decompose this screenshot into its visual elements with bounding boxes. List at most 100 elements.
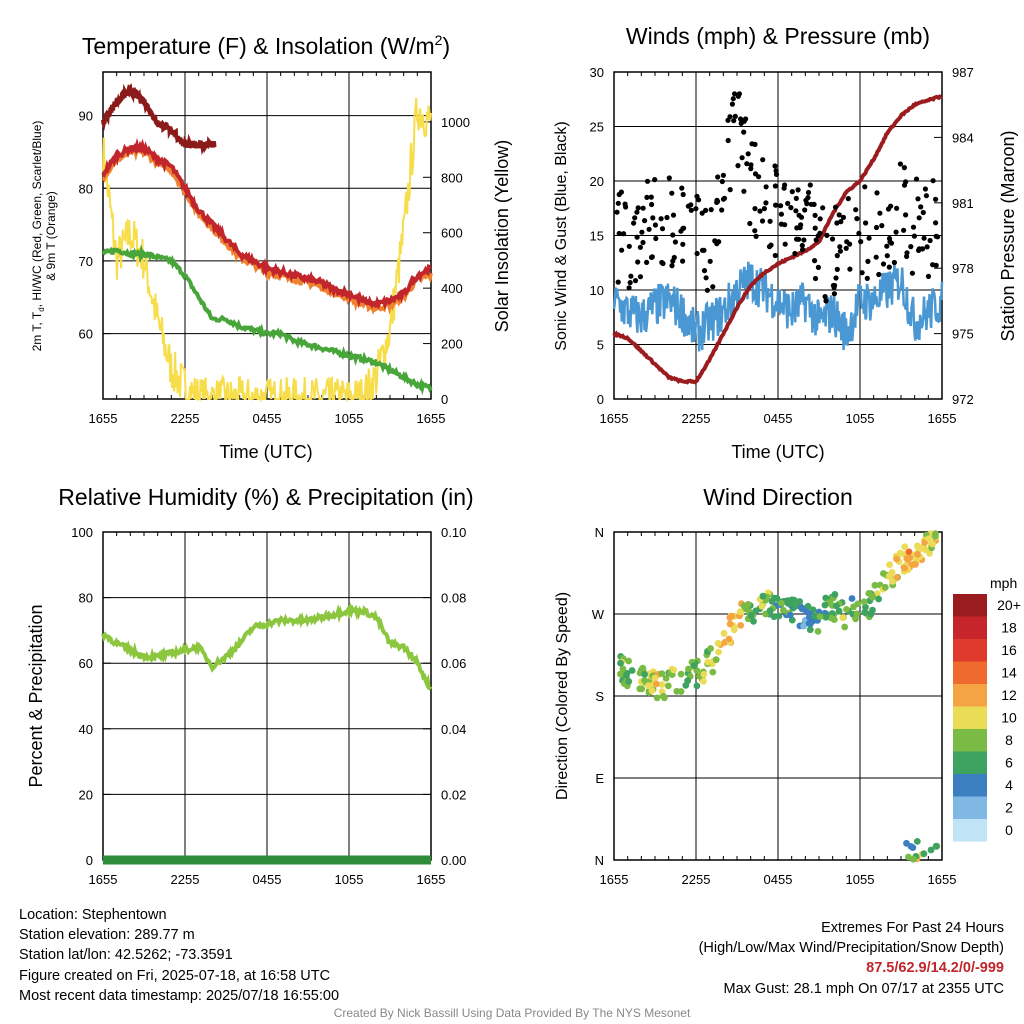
gust-point <box>854 216 860 222</box>
gust-point <box>805 195 811 201</box>
gust-point <box>730 96 736 102</box>
direction-point <box>791 603 799 610</box>
direction-point <box>796 598 803 605</box>
gust-point <box>652 177 658 183</box>
gust-point <box>679 185 685 191</box>
gust-point <box>719 178 725 185</box>
legend-label: 2 <box>1005 800 1013 816</box>
extremes-values: 87.5/62.9/14.2/0/-999 <box>866 960 1004 977</box>
extremes-title: Extremes For Past 24 Hours <box>821 920 1004 936</box>
dir-ytick-label: E <box>595 771 604 786</box>
gust-point <box>909 270 916 276</box>
wind-xtick-label: 1655 <box>600 411 629 426</box>
gust-point <box>712 238 718 244</box>
wind-xlabel: Time (UTC) <box>731 442 824 462</box>
direction-point <box>625 678 633 685</box>
dir-ytick-label: N <box>595 853 604 868</box>
gust-point <box>832 204 839 210</box>
wind-xtick-label: 1655 <box>928 411 957 426</box>
gust-point <box>911 233 918 239</box>
temp-ytick-label: 80 <box>79 181 93 196</box>
rh-ytick-label: 0 <box>86 853 93 868</box>
direction-point <box>901 543 909 551</box>
direction-point <box>786 611 794 619</box>
gust-point <box>886 235 893 242</box>
gust-point <box>927 237 933 244</box>
gust-point <box>708 207 714 213</box>
gust-point <box>916 215 922 221</box>
gust-point <box>823 298 829 304</box>
dir-ylabel-left: Direction (Colored By Speed) <box>554 592 571 800</box>
legend-swatch <box>953 819 987 842</box>
gust-point <box>805 189 812 196</box>
direction-point <box>775 612 783 620</box>
wind-ytick-label: 5 <box>597 338 604 353</box>
gust-point <box>933 220 939 226</box>
gust-point <box>915 196 921 202</box>
gust-point <box>666 175 672 181</box>
legend-swatch <box>953 706 987 729</box>
gust-point <box>626 285 632 291</box>
recent-data-text: Most recent data timestamp: 2025/07/18 1… <box>19 987 340 1004</box>
gust-point <box>701 268 708 274</box>
direction-point <box>628 667 636 674</box>
gust-point <box>616 230 622 237</box>
extremes-info: Extremes For Past 24 Hours (High/Low/Max… <box>699 918 1004 999</box>
direction-point <box>685 665 692 673</box>
gust-point <box>903 212 909 218</box>
gust-point <box>795 187 801 193</box>
wind-ylabel-right: Station Pressure (Maroon) <box>998 130 1018 341</box>
direction-point <box>662 675 670 682</box>
gust-point <box>759 218 766 224</box>
direction-point <box>841 623 849 631</box>
gust-point <box>688 207 694 213</box>
rh-ytick-label: 60 <box>79 656 93 671</box>
gust-point <box>732 113 738 119</box>
direction-point <box>625 657 632 665</box>
direction-point <box>886 561 893 569</box>
legend-label: 14 <box>1001 665 1017 681</box>
legend-swatch <box>953 661 987 684</box>
gust-point <box>741 118 747 124</box>
gust-point <box>772 163 778 169</box>
gust-point <box>680 191 686 198</box>
direction-point <box>865 590 873 597</box>
gust-point <box>670 232 676 238</box>
temp-ylabel-line2: & 9m T (Orange) <box>44 191 58 281</box>
direction-point <box>707 645 714 652</box>
gust-point <box>923 193 930 199</box>
gust-point <box>834 253 840 259</box>
rh-y2tick-label: 0.10 <box>441 525 466 540</box>
gust-point <box>772 252 778 259</box>
legend-swatch <box>953 684 987 707</box>
max-gust-text: Max Gust: 28.1 mph On 07/17 at 2355 UTC <box>723 980 1004 997</box>
wind-ytick-label: 30 <box>590 65 604 80</box>
legend-label: 20+ <box>997 597 1021 613</box>
direction-point <box>905 548 913 556</box>
created-text: Figure created on Fri, 2025-07-18, at 16… <box>19 967 331 984</box>
gust-point <box>650 215 656 221</box>
rh-y2tick-label: 0.02 <box>441 787 466 802</box>
dir-ytick-label: W <box>592 607 605 622</box>
direction-point <box>909 844 917 851</box>
direction-point <box>712 656 720 664</box>
gust-point <box>801 237 807 243</box>
legend-swatch <box>953 751 987 774</box>
gust-point <box>748 166 754 172</box>
gust-point <box>753 233 759 239</box>
temp-y2tick-label: 200 <box>441 337 463 352</box>
direction-point <box>903 839 910 847</box>
gust-point <box>782 182 788 188</box>
direction-point <box>867 610 875 618</box>
heat-index-line <box>101 83 217 156</box>
direction-point <box>914 550 921 558</box>
gust-point <box>637 274 644 280</box>
gust-point <box>919 246 926 252</box>
gust-point <box>798 214 805 220</box>
gust-point <box>634 234 640 240</box>
gust-point <box>640 205 646 211</box>
gust-point <box>669 263 675 269</box>
direction-point <box>693 682 701 690</box>
direction-point <box>906 554 914 562</box>
temp-ytick-label: 90 <box>79 109 93 124</box>
